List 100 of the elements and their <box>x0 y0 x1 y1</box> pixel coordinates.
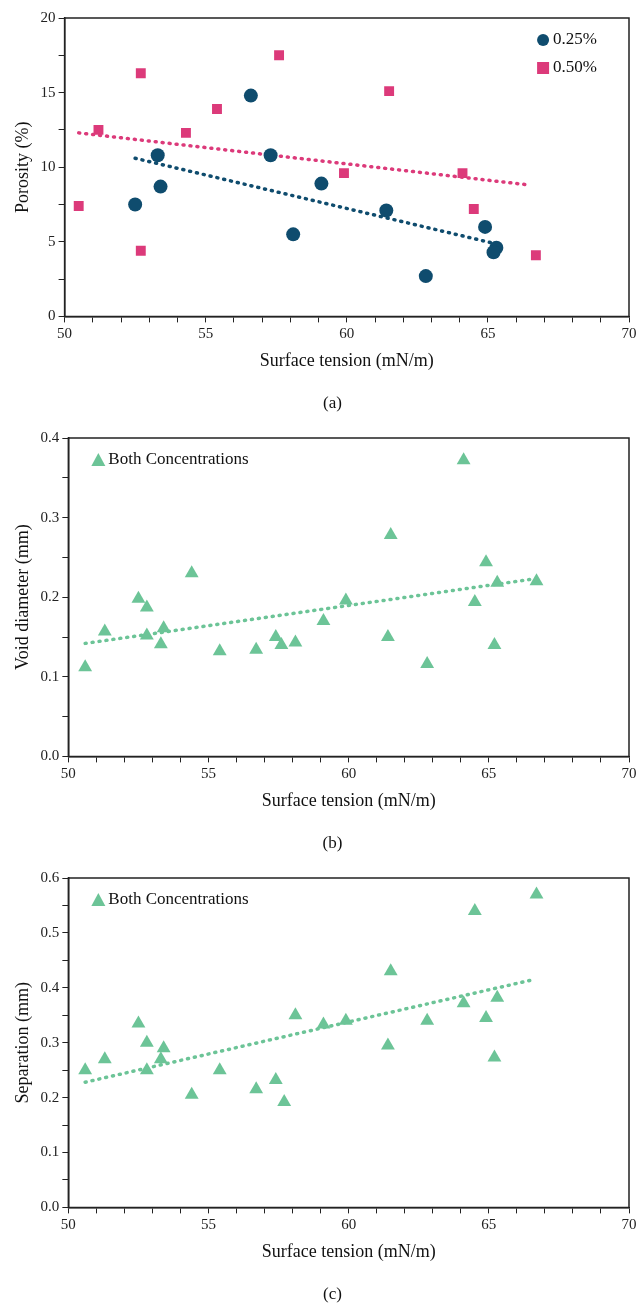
y-axis-title: Porosity (%) <box>11 121 33 213</box>
point <box>78 659 93 672</box>
point <box>97 623 112 636</box>
x-tick-label: 50 <box>57 325 73 342</box>
point <box>212 1062 227 1075</box>
y-tick-label: 15 <box>40 83 56 100</box>
point <box>128 197 143 212</box>
y-tick-label: 0.1 <box>40 1143 60 1160</box>
x-axis-title: Surface tension (mN/m) <box>261 1240 436 1262</box>
point <box>487 1049 502 1062</box>
point <box>479 1010 493 1022</box>
point <box>468 204 479 214</box>
point <box>457 168 468 179</box>
point <box>184 565 199 578</box>
y-tick-label: 0 <box>48 307 56 324</box>
x-tick-label: 65 <box>481 1216 497 1233</box>
point <box>249 641 264 654</box>
point <box>268 629 283 641</box>
point <box>274 636 289 649</box>
y-tick-label: 0.3 <box>40 508 60 525</box>
point <box>467 593 482 606</box>
x-tick-label: 50 <box>60 1216 76 1233</box>
point <box>379 203 394 218</box>
point <box>249 1081 264 1094</box>
y-tick-label: 0.5 <box>40 923 60 940</box>
x-tick-label: 55 <box>198 325 214 342</box>
point <box>97 1051 112 1064</box>
y-tick-label: 0.0 <box>40 747 60 764</box>
point <box>131 1015 146 1028</box>
x-tick-label: 60 <box>339 325 355 342</box>
point <box>139 1062 154 1075</box>
point <box>456 995 471 1008</box>
point <box>139 599 154 612</box>
point <box>384 86 395 97</box>
point <box>467 902 482 915</box>
y-tick-label: 0.1 <box>40 667 60 684</box>
point <box>490 989 505 1002</box>
point <box>420 656 435 669</box>
x-tick-label: 60 <box>341 1216 357 1233</box>
y-tick-label: 0.4 <box>40 978 60 995</box>
point <box>243 88 258 103</box>
y-tick-label: 0.3 <box>40 1033 60 1050</box>
point <box>274 50 285 61</box>
x-tick-label: 50 <box>60 765 76 782</box>
point <box>139 1034 154 1047</box>
point <box>380 1037 395 1050</box>
point <box>268 1072 283 1085</box>
point <box>316 613 331 626</box>
point <box>490 574 505 587</box>
point <box>156 1040 171 1053</box>
x-tick-label: 70 <box>621 1216 637 1233</box>
text: (b) <box>322 832 343 852</box>
y-axis-title: Void diameter (mm) <box>11 524 33 671</box>
point <box>420 1012 435 1025</box>
x-tick-label: 65 <box>481 765 497 782</box>
point <box>286 227 301 242</box>
point <box>383 963 398 976</box>
y-tick-label: 0.0 <box>40 1198 60 1215</box>
point <box>212 643 227 656</box>
x-tick-label: 70 <box>621 325 637 342</box>
point <box>314 176 329 191</box>
y-tick-label: 0.2 <box>40 588 60 605</box>
point <box>277 1093 292 1106</box>
point <box>150 148 165 163</box>
x-tick-label: 55 <box>201 765 217 782</box>
point <box>479 554 493 567</box>
point <box>316 1016 331 1029</box>
point <box>339 168 349 179</box>
point <box>135 245 146 256</box>
point <box>153 636 168 649</box>
legend-label: 0.25% <box>553 29 598 49</box>
point <box>78 1062 93 1075</box>
point <box>93 124 104 135</box>
point <box>184 1086 199 1099</box>
y-tick-label: 0.6 <box>40 868 60 885</box>
y-tick-label: 0.2 <box>40 1088 60 1105</box>
point <box>478 219 493 234</box>
point <box>529 886 544 899</box>
y-tick-label: 0.4 <box>40 428 60 445</box>
y-tick-label: 10 <box>40 158 56 175</box>
point <box>263 148 278 163</box>
point <box>156 620 171 633</box>
point <box>487 636 502 649</box>
point <box>529 573 544 586</box>
point <box>383 527 398 540</box>
x-tick-label: 65 <box>480 325 496 342</box>
point <box>418 269 433 284</box>
point <box>212 104 222 114</box>
text: (c) <box>323 1283 342 1303</box>
legend-label: Both Concentrations <box>108 889 249 909</box>
point <box>135 68 146 79</box>
point <box>338 1012 353 1025</box>
point <box>288 634 303 647</box>
point <box>153 179 168 194</box>
x-tick-label: 60 <box>341 765 357 782</box>
point <box>181 127 191 138</box>
point <box>131 590 146 603</box>
x-tick-label: 70 <box>621 765 637 782</box>
point <box>530 250 541 261</box>
point <box>486 245 501 260</box>
